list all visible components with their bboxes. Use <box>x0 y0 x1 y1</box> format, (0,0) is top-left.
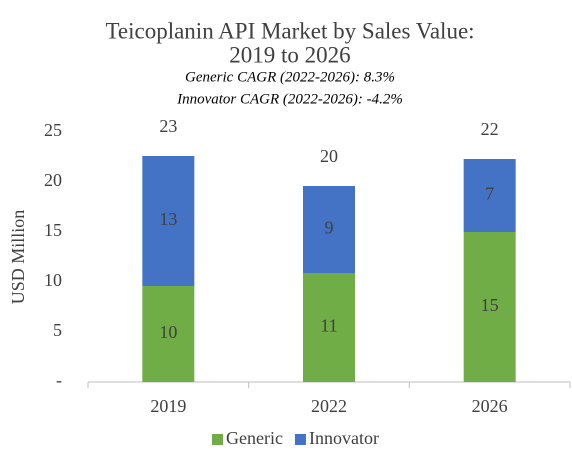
bar-segment <box>303 186 355 273</box>
total-label: 20 <box>320 146 338 166</box>
total-label: 23 <box>159 116 177 136</box>
y-tick-label: - <box>56 370 62 390</box>
bar-segment <box>463 159 516 232</box>
data-label: 13 <box>159 209 177 229</box>
x-tick-label: 2026 <box>472 396 508 416</box>
data-label: 10 <box>159 322 177 342</box>
total-label: 22 <box>481 119 499 139</box>
bar-segment <box>142 286 195 382</box>
legend-label: Innovator <box>309 428 379 448</box>
y-tick-label: 15 <box>44 220 62 240</box>
x-tick-label: 2022 <box>311 396 347 416</box>
chart-title: Teicoplanin API Market by Sales Value: <box>105 18 474 43</box>
x-tick-label: 2019 <box>150 396 186 416</box>
data-label: 11 <box>320 316 337 336</box>
y-axis-label: USD Million <box>8 210 28 305</box>
legend-swatch <box>212 434 223 445</box>
data-label: 9 <box>325 218 334 238</box>
bar-segment <box>463 232 516 382</box>
legend-swatch <box>294 434 306 445</box>
data-label: 7 <box>485 184 494 204</box>
y-tick-label: 20 <box>44 170 62 190</box>
y-tick-label: 25 <box>44 120 62 140</box>
chart-title: 2019 to 2026 <box>229 42 350 67</box>
legend-label: Generic <box>226 428 283 448</box>
y-tick-label: 10 <box>44 270 62 290</box>
bar-segment <box>303 273 355 382</box>
y-tick-label: 5 <box>53 320 62 340</box>
bar-segment <box>142 156 195 286</box>
subtitle: Innovator CAGR (2022-2026): -4.2% <box>176 91 403 107</box>
data-label: 15 <box>481 295 499 315</box>
subtitle: Generic CAGR (2022-2026): 8.3% <box>185 69 395 85</box>
